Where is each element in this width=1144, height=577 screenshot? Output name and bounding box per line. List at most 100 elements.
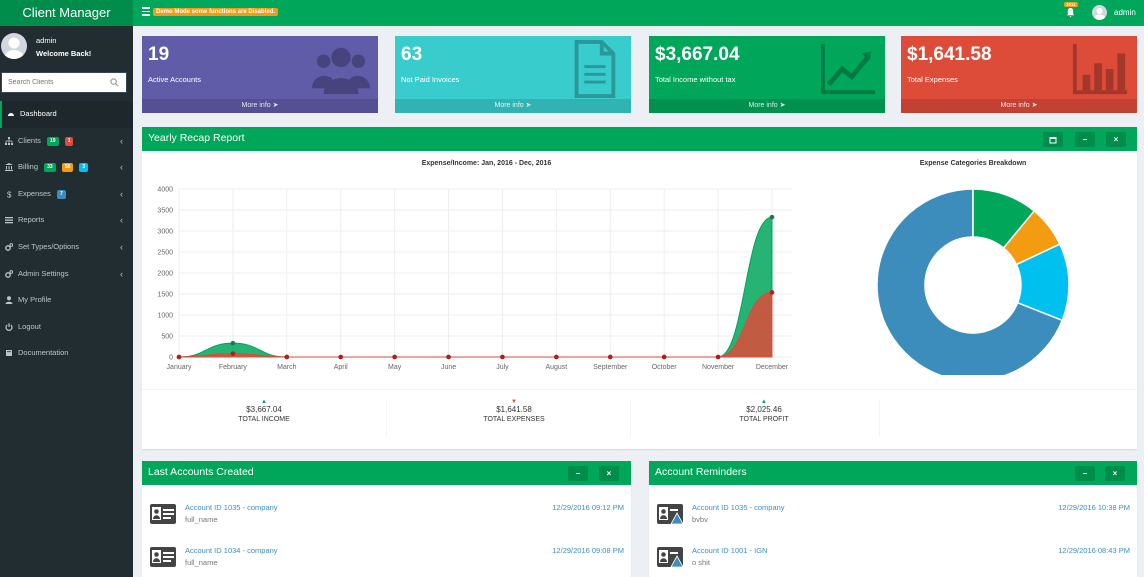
reminder-text: o shit [692, 558, 710, 567]
minus-icon: – [575, 469, 581, 478]
app-brand[interactable]: Client Manager [0, 0, 133, 26]
close-button[interactable]: × [1106, 132, 1126, 147]
account-link[interactable]: Account ID 1034 - company [185, 546, 278, 555]
sidebar-toggle-icon[interactable] [142, 7, 150, 16]
x-tick-label: May [388, 364, 402, 371]
svg-text:$: $ [7, 190, 12, 198]
info-box-label: Total Expenses [907, 75, 958, 84]
series-area [178, 291, 773, 358]
y-tick-label: 0 [169, 355, 173, 362]
list-icon [5, 217, 13, 224]
calendar-button[interactable] [1043, 132, 1063, 147]
user-avatar[interactable] [1092, 5, 1107, 20]
close-button[interactable]: × [1105, 466, 1125, 481]
bell-icon[interactable] [1066, 7, 1075, 18]
list-item: Account ID 1035 - company bvbv 12/29/201… [649, 497, 1137, 537]
more-info-label: More info [748, 102, 778, 109]
more-info-link[interactable]: More info ➤ [649, 99, 885, 113]
sidebar-item-logout[interactable]: Logout [0, 314, 133, 341]
y-tick-label: 4000 [157, 187, 173, 194]
income-chart-title: Expense/Income: Jan, 2016 - Dec, 2016 [421, 160, 552, 167]
account-subtext: full_name [185, 515, 218, 524]
arrow-circle-right-icon: ➤ [1031, 102, 1038, 109]
sidebar-item-documentation[interactable]: Documentation [0, 340, 133, 367]
id-card-icon [150, 504, 176, 524]
count-badge: 19 [47, 136, 59, 146]
search-icon[interactable] [110, 78, 119, 87]
collapse-button[interactable]: – [568, 466, 588, 481]
caret-down-icon: ▼ [511, 399, 517, 405]
info-box-label: Total Income without tax [655, 75, 736, 84]
user-panel: admin Welcome Back! [0, 26, 133, 68]
users-icon [312, 47, 370, 95]
sidebar-item-label: Expenses [18, 188, 51, 198]
divider [386, 399, 387, 437]
pie-slice[interactable] [876, 188, 1064, 375]
data-point [661, 354, 667, 360]
reminder-date: 12/29/2016 08:43 PM [1058, 546, 1130, 555]
list-item: Account ID 1001 - IGN o shit 12/29/2016 … [649, 540, 1137, 577]
sidebar-item-admin-settings[interactable]: Admin Settings ‹ [0, 261, 133, 288]
list-item: Account ID 1034 - company full_name 12/2… [142, 540, 631, 577]
info-box-total-income: $3,667.04 Total Income without tax More … [649, 36, 885, 113]
close-icon: × [606, 469, 612, 478]
more-info-link[interactable]: More info ➤ [901, 99, 1137, 113]
panel-title: Yearly Recap Report [148, 132, 245, 144]
account-link[interactable]: Account ID 1035 - company [692, 503, 785, 512]
user-menu-name[interactable]: admin [1114, 8, 1136, 17]
sidebar-item-dashboard[interactable]: Dashboard [0, 101, 133, 128]
demo-mode-badge: Demo Mode some functions are Disabled. [153, 8, 279, 16]
sidebar-item-clients[interactable]: Clients 19 1 ‹ [0, 128, 133, 155]
sidebar-item-label: My Profile [18, 295, 52, 305]
sidebar-item-label: Billing [18, 162, 39, 172]
chevron-left-icon: ‹ [120, 162, 123, 173]
account-link[interactable]: Account ID 1001 - IGN [692, 546, 768, 555]
data-point [769, 214, 775, 220]
y-tick-label: 1500 [157, 292, 173, 299]
avatar [1, 33, 27, 59]
info-box-unpaid-invoices: 63 Not Paid Invoices More info ➤ [395, 36, 631, 113]
panel-header: Account Reminders – × [649, 461, 1137, 485]
yearly-recap-panel: Yearly Recap Report – × Expense/Income: … [142, 127, 1137, 449]
sidebar-item-set-types[interactable]: Set Types/Options ‹ [0, 234, 133, 261]
search-input[interactable] [2, 73, 102, 92]
more-info-label: More info [1000, 102, 1030, 109]
account-subtext: full_name [185, 558, 218, 567]
sidebar-item-billing[interactable]: Billing 33 58 3 ‹ [0, 154, 133, 181]
info-box-label: Active Accounts [148, 75, 201, 84]
expense-categories-donut-chart [876, 188, 1070, 375]
sitemap-icon [5, 136, 13, 145]
sidebar-item-my-profile[interactable]: My Profile [0, 287, 133, 314]
info-box-label: Not Paid Invoices [401, 75, 460, 84]
pie-slice[interactable] [1015, 243, 1070, 322]
list-item: Account ID 1035 - company full_name 12/2… [142, 497, 631, 537]
reminder-date: 12/29/2016 10:38 PM [1058, 503, 1130, 512]
count-badge: 3 [79, 163, 89, 173]
more-info-link[interactable]: More info ➤ [395, 99, 631, 113]
divider [879, 399, 880, 437]
gears-icon [5, 243, 13, 251]
summary-total-profit: ▲ $2,025.46 TOTAL PROFIT [639, 399, 889, 423]
minus-icon: – [1082, 469, 1088, 478]
sidebar-item-reports[interactable]: Reports ‹ [0, 207, 133, 234]
account-link[interactable]: Account ID 1035 - company [185, 503, 278, 512]
data-point [392, 354, 397, 360]
sidebar-welcome-text: Welcome Back! [36, 49, 92, 58]
more-info-label: More info [241, 102, 271, 109]
sidebar-item-label: Admin Settings [18, 268, 69, 278]
account-reminders-panel: Account Reminders – × Account ID 1035 - … [649, 461, 1137, 577]
sidebar-item-expenses[interactable]: $ Expenses 7 ‹ [0, 181, 133, 208]
reminder-text: bvbv [692, 515, 708, 524]
close-button[interactable]: × [599, 466, 619, 481]
y-tick-label: 500 [161, 334, 173, 341]
more-info-link[interactable]: More info ➤ [142, 99, 378, 113]
chevron-left-icon: ‹ [120, 188, 123, 199]
chevron-left-icon: ‹ [120, 135, 123, 146]
collapse-button[interactable]: – [1075, 466, 1095, 481]
caret-up-icon: ▲ [761, 399, 767, 405]
data-point [230, 340, 236, 346]
sidebar: admin Welcome Back! Dashboard Clients 19… [0, 26, 133, 577]
count-badge: 33 [44, 163, 56, 173]
collapse-button[interactable]: – [1075, 132, 1095, 147]
arrow-circle-right-icon: ➤ [779, 102, 786, 109]
